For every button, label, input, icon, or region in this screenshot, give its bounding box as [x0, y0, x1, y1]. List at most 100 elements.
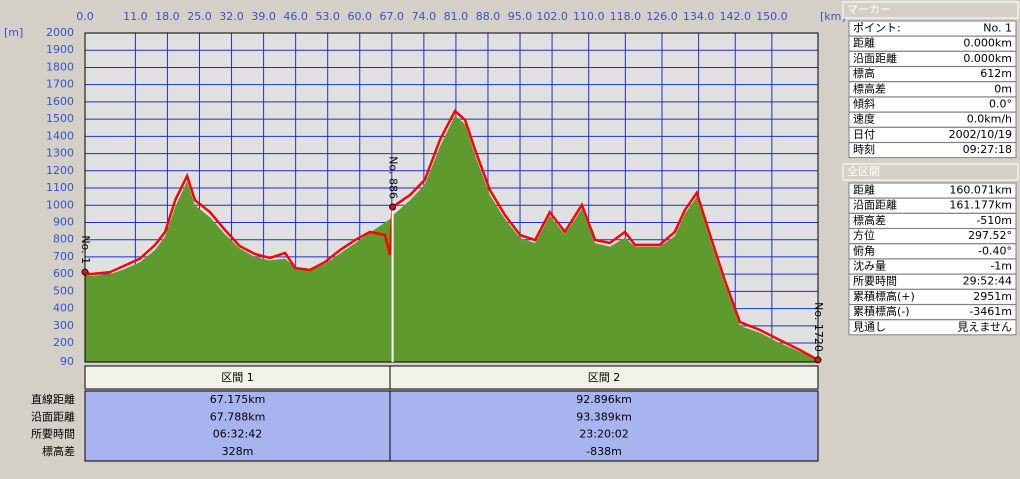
y-tick-label: 1300: [46, 147, 74, 160]
panel-row: [848, 319, 1017, 336]
section-row-label: 沿面距離: [31, 409, 75, 423]
panel-row: [848, 142, 1017, 159]
panel-value: 2002/10/19: [949, 128, 1012, 141]
y-tick-label: 700: [53, 250, 74, 263]
y-tick-label: 1800: [46, 60, 74, 73]
x-unit: [km]: [820, 10, 846, 23]
panel-value: 09:27:18: [963, 143, 1012, 156]
panel-key: 沈み量: [853, 259, 886, 273]
panel-value: -3461m: [969, 305, 1012, 318]
marker-dot: [389, 203, 397, 211]
panel-value: 297.52°: [968, 229, 1012, 242]
panel-key: 累積標高(+): [853, 289, 915, 303]
y-tick-label: 1100: [46, 181, 74, 194]
section-value: 06:32:42: [213, 428, 262, 441]
panel-title-bar: [842, 163, 1019, 181]
panel-value: 0m: [994, 82, 1012, 95]
panel-value: No. 1: [983, 22, 1012, 35]
x-tick-label: 126.0: [646, 10, 678, 23]
y-tick-label: 2000: [46, 26, 74, 39]
panel-value: 見えません: [957, 320, 1012, 333]
panel-key: 日付: [853, 128, 875, 141]
section-value: 328m: [222, 445, 254, 458]
section-value: 67.788km: [210, 410, 266, 423]
section-value: 23:20:02: [579, 428, 628, 441]
y-tick-label: 500: [53, 284, 74, 297]
x-tick-label: 39.0: [251, 10, 276, 23]
x-tick-label: 18.0: [155, 10, 180, 23]
section-row-label: 所要時間: [31, 428, 75, 441]
panel-key: 標高差: [853, 213, 886, 227]
elevation-area: [85, 115, 818, 362]
panel-title-bar: [842, 1, 1019, 19]
track-line: [84, 109, 819, 362]
panel-value: -0.40°: [978, 244, 1012, 257]
panel-title: 全区間: [847, 164, 880, 178]
panel-key: ポイント:: [853, 22, 901, 35]
marker-label: No. 1720: [812, 302, 825, 352]
panel-value: -1m: [990, 260, 1012, 273]
y-tick-label: 800: [53, 233, 74, 246]
panel-key: 累積標高(-): [853, 304, 910, 318]
plot-frame: [84, 32, 819, 363]
x-tick-label: 46.0: [283, 10, 308, 23]
section-value: 93.389km: [576, 410, 632, 423]
panel-key: 標高差: [853, 81, 886, 95]
panel-key: 標高: [853, 66, 875, 80]
panel-value: 0.0km/h: [967, 113, 1012, 126]
panel-key: 俯角: [853, 243, 875, 257]
y-tick-label: 400: [53, 302, 74, 315]
panel-value: 29:52:44: [963, 275, 1012, 288]
section-value: 92.896km: [576, 393, 632, 406]
x-tick-label: 60.0: [348, 10, 373, 23]
marker-label: No. 886: [387, 156, 400, 199]
section-value: 67.175km: [210, 393, 266, 406]
panel-value: 160.071km: [949, 184, 1012, 197]
section-header-cell: [389, 365, 819, 390]
section-body: [84, 390, 819, 462]
x-tick-label: 88.0: [476, 10, 501, 23]
section-value: -838m: [586, 445, 622, 458]
marker-label: No. 1: [79, 235, 92, 264]
y-tick-label: 1900: [46, 43, 74, 56]
section-row-label: 標高差: [42, 444, 75, 458]
y-tick-label: 1600: [46, 95, 74, 108]
x-tick-label: 32.0: [219, 10, 244, 23]
section-row-label: 直線距離: [31, 392, 75, 406]
panel-key: 傾斜: [853, 97, 875, 111]
panel-key: 時刻: [853, 142, 875, 156]
x-tick-label: 134.0: [683, 10, 715, 23]
panel-key: 方位: [853, 228, 875, 242]
y-tick-label: 90: [60, 355, 74, 368]
x-tick-label: 11.0: [123, 10, 148, 23]
y-tick-label: 1000: [46, 198, 74, 211]
x-tick-label: 0.0: [76, 10, 94, 23]
panel-value: 161.177km: [949, 199, 1012, 212]
panel-value: 612m: [980, 67, 1012, 80]
panel-value: -510m: [976, 214, 1012, 227]
y-tick-label: 1200: [46, 164, 74, 177]
x-tick-label: 95.0: [508, 10, 533, 23]
section-header: 区間 2: [588, 371, 621, 384]
panel-key: 所要時間: [853, 275, 897, 288]
panel-title: マーカー: [847, 3, 891, 16]
panel-key: 見通し: [853, 320, 886, 333]
marker-dot: [81, 268, 89, 276]
y-tick-label: 300: [53, 319, 74, 332]
panel-key: 距離: [853, 183, 875, 197]
x-tick-label: 67.0: [380, 10, 405, 23]
panel-key: 沿面距離: [853, 198, 897, 212]
x-tick-label: 142.0: [719, 10, 751, 23]
x-tick-label: 53.0: [315, 10, 340, 23]
panel-key: 沿面距離: [853, 51, 897, 65]
x-tick-label: 150.0: [756, 10, 788, 23]
y-unit: [m]: [4, 26, 23, 39]
y-tick-label: 1500: [46, 112, 74, 125]
x-tick-label: 102.0: [536, 10, 568, 23]
x-tick-label: 25.0: [187, 10, 212, 23]
panel-key: 距離: [853, 36, 875, 50]
panel-key: 速度: [853, 112, 875, 126]
section-header: 区間 1: [221, 371, 254, 384]
x-tick-label: 74.0: [412, 10, 437, 23]
